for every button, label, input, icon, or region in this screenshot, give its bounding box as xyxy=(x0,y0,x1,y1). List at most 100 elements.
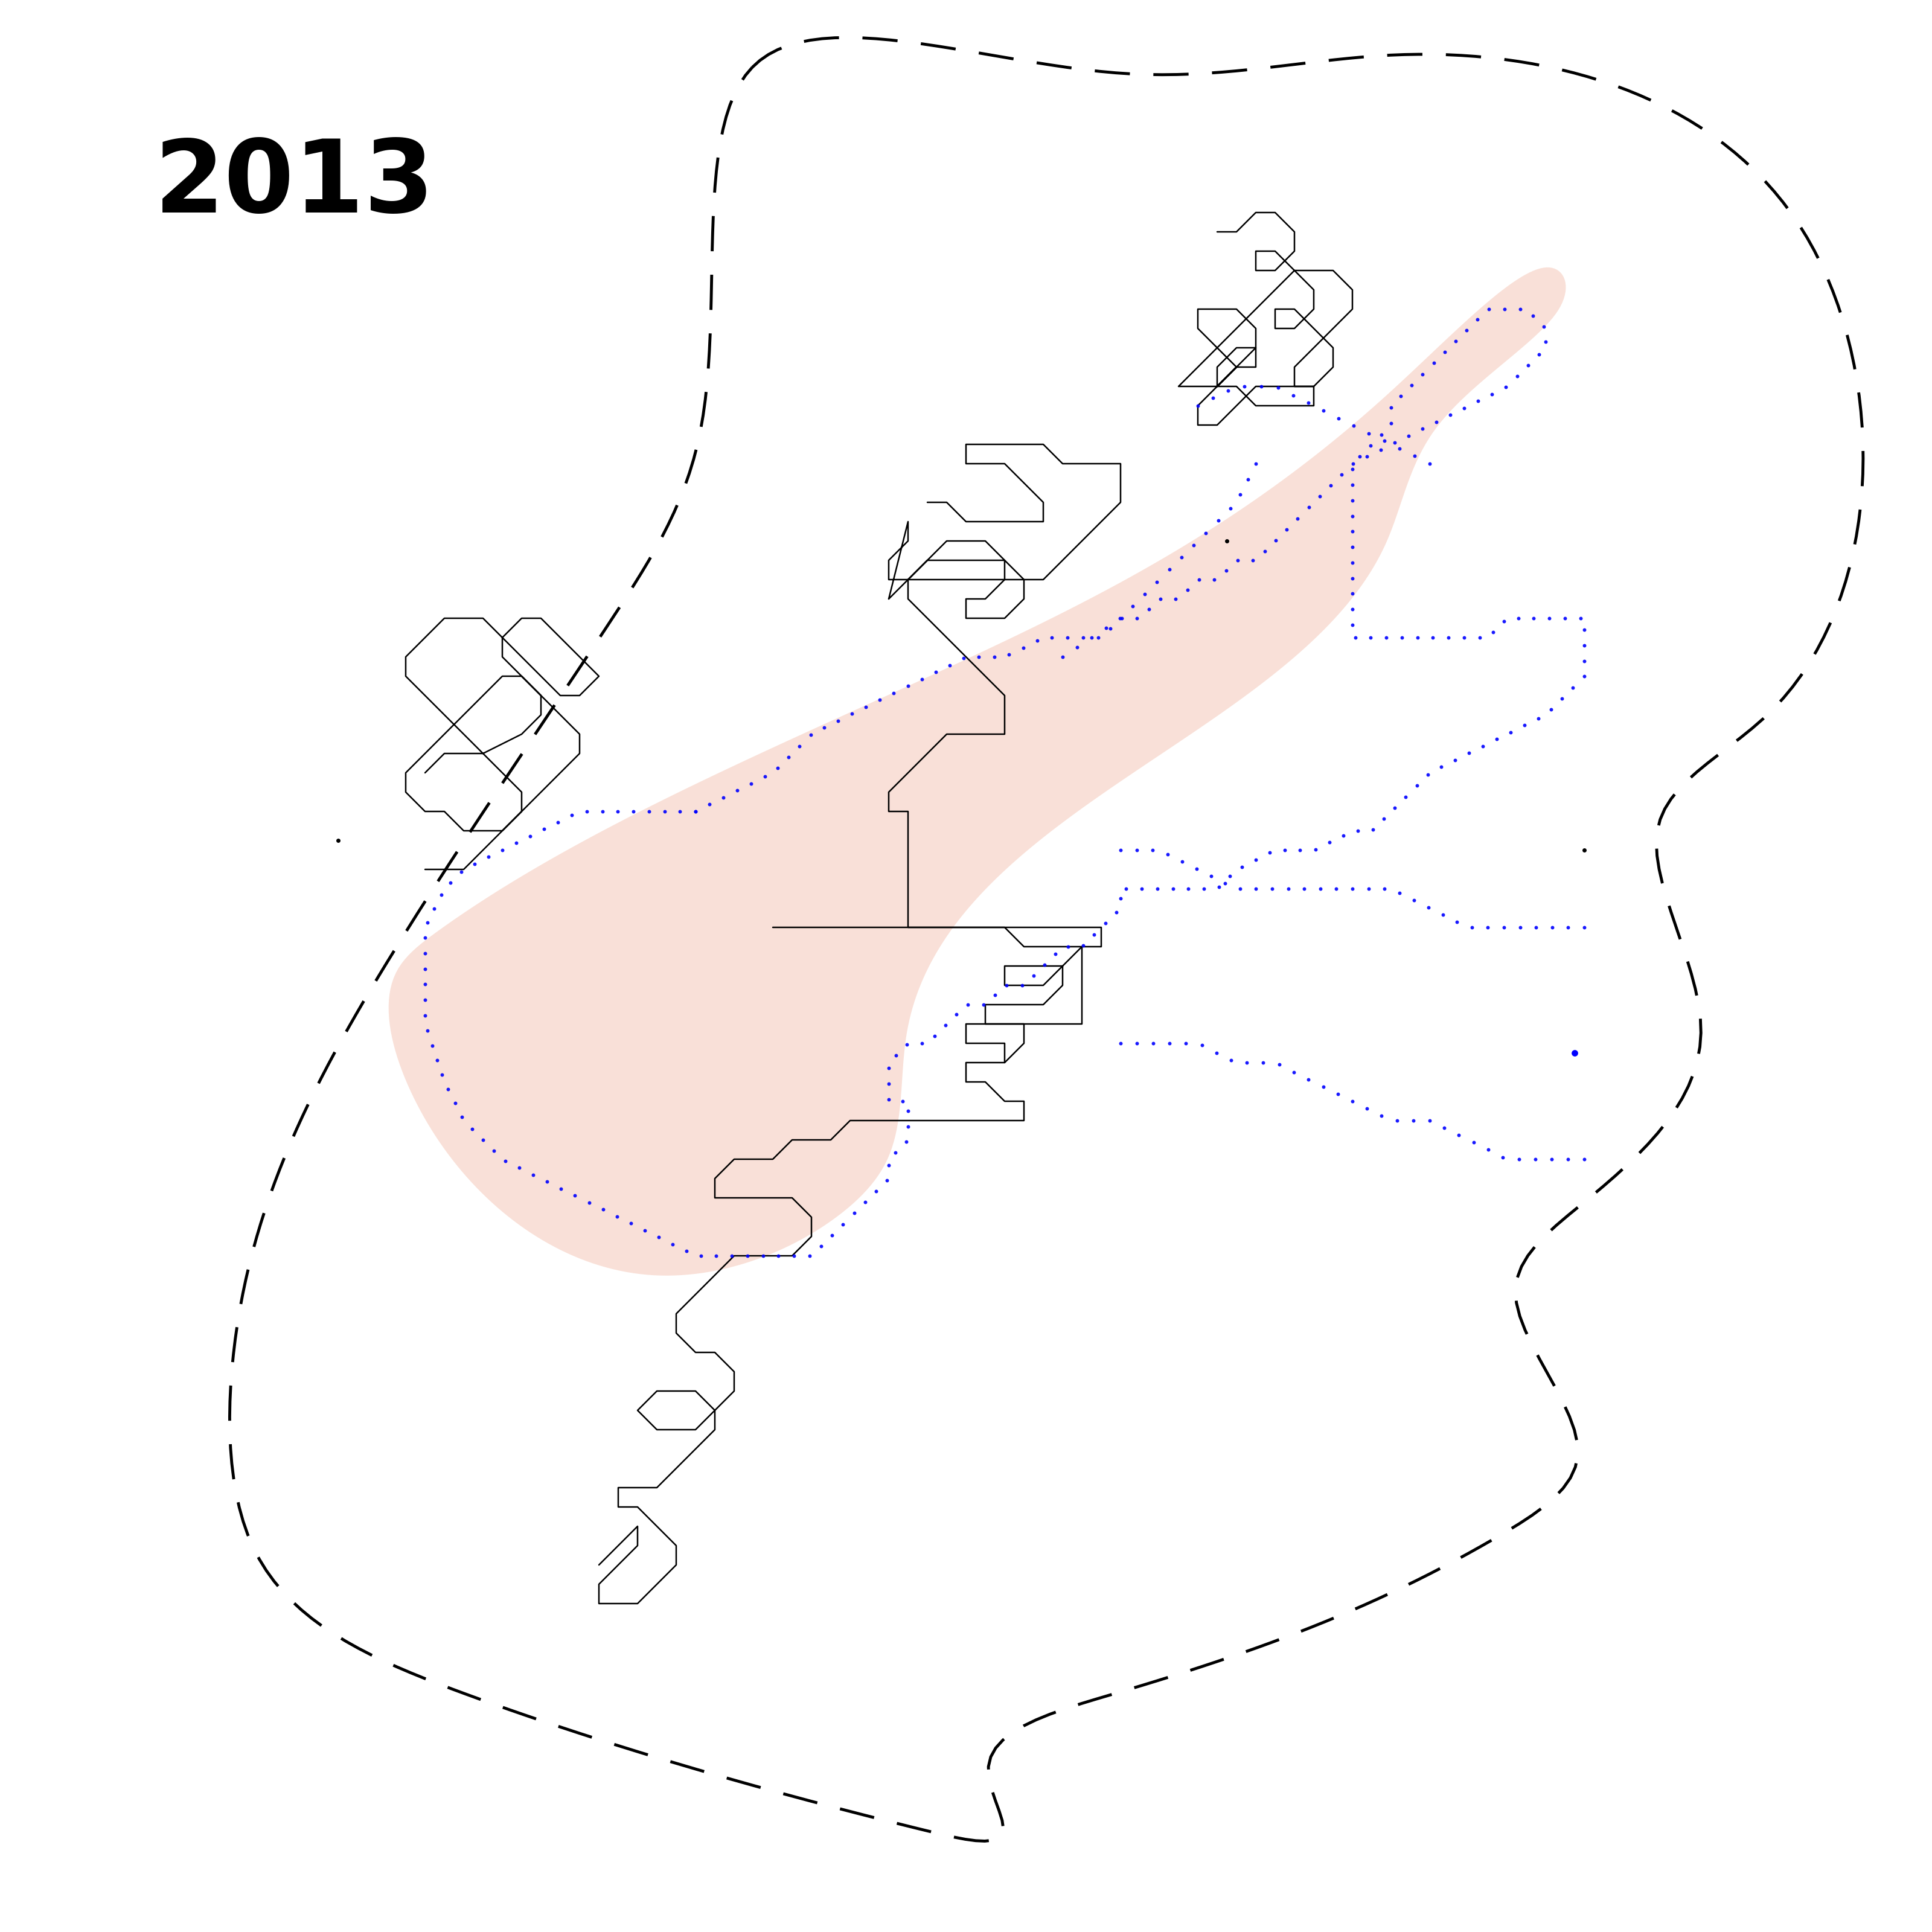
Point xyxy=(1090,612,1121,643)
Point xyxy=(614,1208,645,1238)
Point xyxy=(1376,392,1406,423)
Point xyxy=(1076,622,1107,653)
Point xyxy=(1105,603,1136,634)
Point xyxy=(1488,607,1519,638)
Point xyxy=(1321,1078,1352,1109)
Point xyxy=(864,684,895,715)
Point xyxy=(1138,835,1169,866)
Point xyxy=(1478,616,1509,647)
Point xyxy=(1546,684,1577,715)
Point xyxy=(1117,591,1148,622)
Point xyxy=(1293,388,1323,419)
Point xyxy=(1517,299,1548,330)
Point xyxy=(1167,846,1198,877)
Point xyxy=(1399,440,1430,471)
Point xyxy=(1293,493,1323,524)
Point xyxy=(1520,912,1551,943)
Point xyxy=(680,796,711,827)
Point xyxy=(1565,603,1596,634)
Point xyxy=(1304,873,1335,904)
Point xyxy=(1406,413,1437,444)
Point xyxy=(1426,752,1457,782)
Point xyxy=(1379,427,1410,458)
Point xyxy=(1522,703,1553,734)
Point xyxy=(1221,545,1252,576)
Point xyxy=(1260,526,1291,556)
Point xyxy=(1464,622,1495,653)
Point xyxy=(1505,294,1536,325)
Point xyxy=(643,1221,674,1252)
Point xyxy=(1229,371,1260,402)
Point xyxy=(1354,431,1385,462)
Point xyxy=(1534,603,1565,634)
Point xyxy=(1200,564,1231,595)
Point xyxy=(516,821,547,852)
Point xyxy=(1553,1144,1584,1175)
Point xyxy=(1134,593,1165,624)
Point xyxy=(1530,327,1561,357)
Point xyxy=(1549,603,1580,634)
Point xyxy=(1264,1049,1294,1080)
Point xyxy=(736,769,767,800)
Point xyxy=(694,788,724,819)
Point xyxy=(1269,835,1300,866)
Point xyxy=(1190,518,1221,549)
Point xyxy=(1121,1028,1151,1059)
Point xyxy=(1569,614,1600,645)
Point xyxy=(1215,493,1246,524)
Point xyxy=(419,893,450,923)
Point xyxy=(468,1124,498,1155)
Point xyxy=(1009,632,1039,663)
Point xyxy=(504,1151,535,1182)
Point xyxy=(487,835,518,866)
Point xyxy=(1047,641,1078,672)
Point xyxy=(1343,815,1374,846)
Point xyxy=(933,649,964,680)
Point xyxy=(556,800,587,831)
Point xyxy=(1126,873,1157,904)
Point xyxy=(850,1186,881,1217)
Point xyxy=(1337,547,1368,578)
Point xyxy=(1084,622,1115,653)
Point xyxy=(1300,835,1331,866)
Point xyxy=(427,1059,458,1090)
Point xyxy=(1105,835,1136,866)
Point xyxy=(587,796,618,827)
Point xyxy=(1283,502,1314,533)
Point xyxy=(891,1030,922,1061)
Point xyxy=(1051,622,1082,653)
Point xyxy=(1536,912,1567,943)
Point xyxy=(1321,873,1352,904)
Point xyxy=(446,1101,477,1132)
Point xyxy=(1354,417,1385,448)
Point xyxy=(1472,1134,1503,1165)
Point xyxy=(1256,873,1287,904)
Point xyxy=(1327,819,1358,850)
Point xyxy=(1569,645,1600,676)
Point xyxy=(1368,425,1399,456)
Point xyxy=(1366,419,1397,450)
Point xyxy=(723,775,753,806)
Point xyxy=(1569,912,1600,943)
Point xyxy=(1381,1105,1412,1136)
Point xyxy=(1138,1028,1169,1059)
Point xyxy=(850,692,881,723)
Point xyxy=(1399,1105,1430,1136)
Point xyxy=(1528,311,1559,342)
Point xyxy=(1273,873,1304,904)
Point xyxy=(1262,373,1293,404)
Point xyxy=(1488,912,1519,943)
Point xyxy=(1238,545,1269,576)
Point xyxy=(1215,860,1246,891)
Point xyxy=(1039,939,1070,970)
Point xyxy=(543,808,574,838)
Point xyxy=(1569,661,1600,692)
Point xyxy=(1254,837,1285,867)
Point xyxy=(1165,543,1196,574)
Point xyxy=(748,1240,779,1271)
Point xyxy=(670,1236,701,1267)
Point xyxy=(560,1180,591,1211)
Point xyxy=(1202,506,1233,537)
Point xyxy=(680,796,711,827)
Point xyxy=(796,719,827,750)
